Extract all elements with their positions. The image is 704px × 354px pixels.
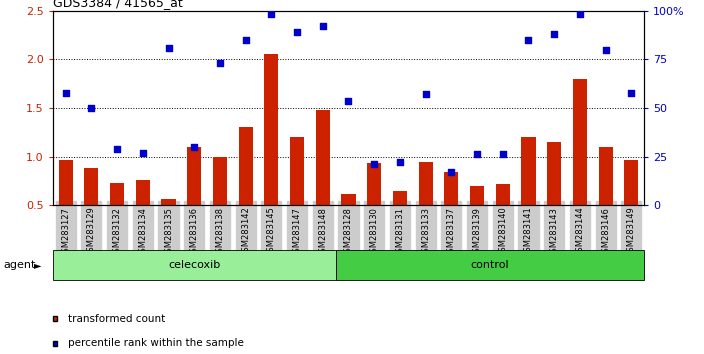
Point [163,45,174,50]
Bar [290,137,304,205]
Bar [336,250,644,280]
Bar [239,127,253,205]
Point [394,159,406,164]
Point [86,105,97,111]
Point [600,47,611,52]
Bar [84,169,99,205]
Bar [187,147,201,205]
Point [265,11,277,16]
Bar [573,79,587,205]
Text: celecoxib: celecoxib [168,259,220,270]
Bar [496,184,510,205]
Text: transformed count: transformed count [68,314,165,324]
Point [446,170,457,175]
Point [420,92,432,97]
Point [60,91,71,96]
Bar [341,194,356,205]
Point [291,29,303,35]
Point [189,144,200,150]
Bar [624,160,639,205]
Bar [264,55,278,205]
Bar [58,160,73,205]
Text: control: control [470,259,509,270]
Bar [470,186,484,205]
Bar [161,199,175,205]
Point [574,11,586,16]
Point [214,60,225,66]
Point [240,37,251,42]
Point [111,146,122,152]
Bar [136,180,150,205]
Bar [444,172,458,205]
Bar [53,250,336,280]
Point [343,98,354,104]
Bar [393,191,407,205]
Point [626,91,637,96]
Bar [419,161,433,205]
Bar [315,110,330,205]
Bar [110,183,124,205]
Point [523,37,534,42]
Text: percentile rank within the sample: percentile rank within the sample [68,338,244,348]
Point [472,151,483,156]
Text: GDS3384 / 41565_at: GDS3384 / 41565_at [53,0,182,10]
Bar [367,164,382,205]
Text: agent: agent [4,259,36,270]
Bar [598,147,612,205]
Bar [547,142,561,205]
Point [137,150,149,156]
Bar [213,156,227,205]
Point [497,151,508,156]
Point [317,23,328,29]
Point [369,161,380,167]
Bar [522,137,536,205]
Point [548,31,560,37]
Text: ►: ► [34,259,42,270]
